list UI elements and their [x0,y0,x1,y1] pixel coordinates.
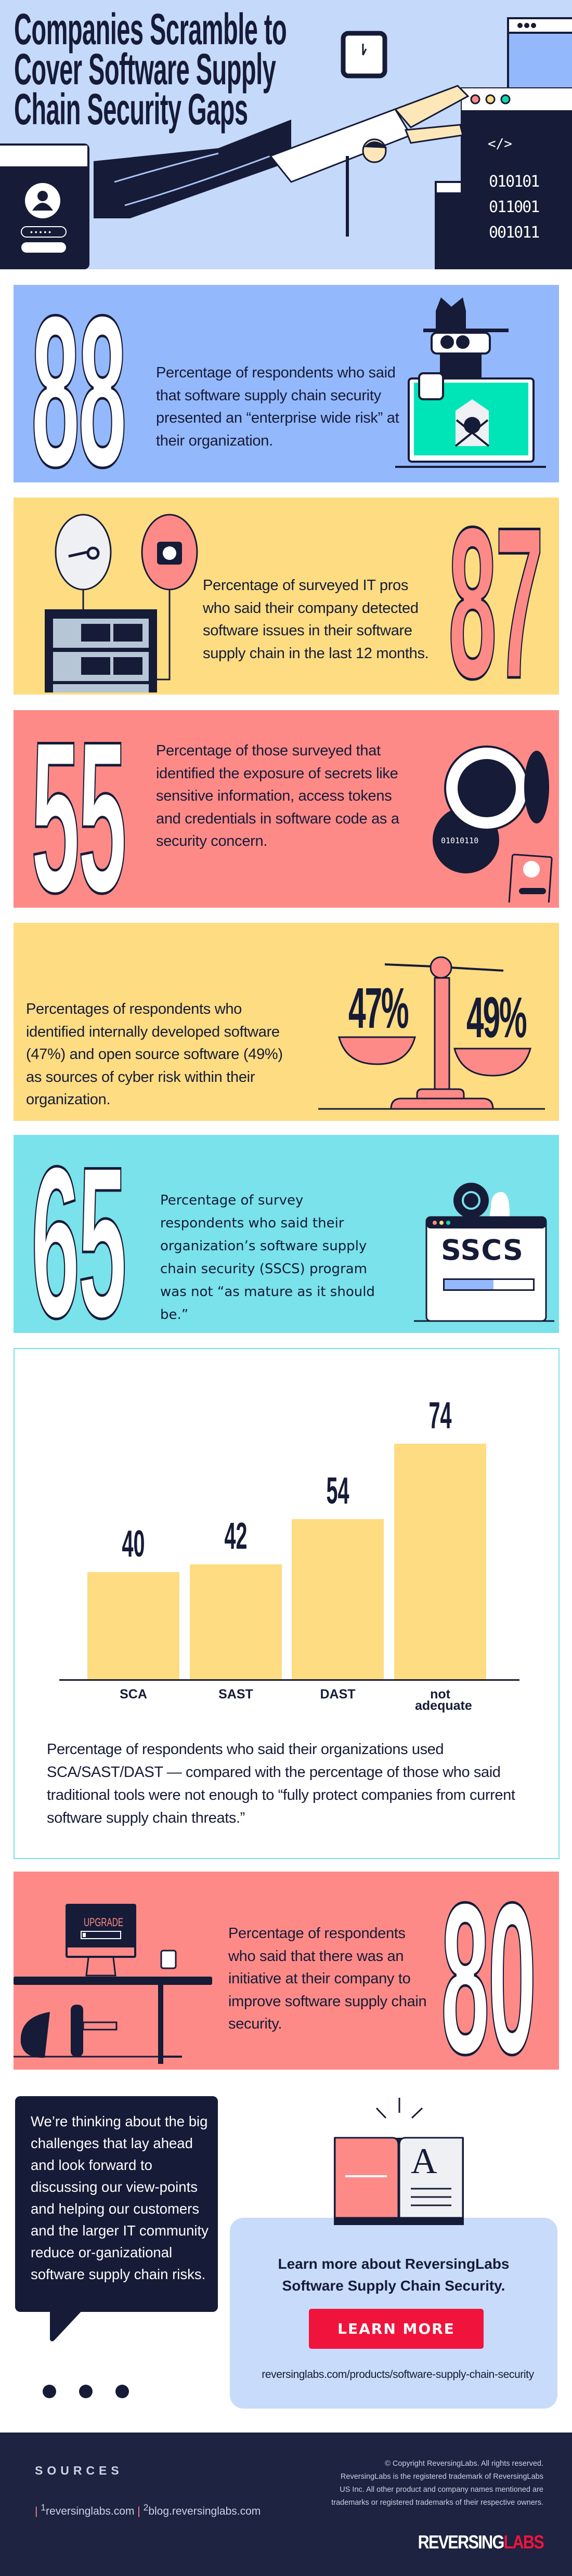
stat-description: Percentage of respondents who said that … [156,364,399,449]
source-link-2[interactable]: blog.reversinglabs.com [148,2505,261,2517]
stat-number: 80 [440,1872,537,2070]
tools-chart-panel: 40 SCA 42 SAST 54 DAST 74 not adequate Percenta… [14,1348,560,1859]
product-link[interactable]: reversinglabs.com/products/software-supp… [262,2369,534,2381]
copyright-notice: © Copyright ReversingLabs. All rights re… [270,2457,543,2509]
ellipsis-icon [43,2385,141,2398]
stat-panel-65: 65 Percentage of survey respondents who … [14,1135,559,1333]
sscs-browser-illustration: SSCS [414,1156,559,1327]
bar-category-label: SAST [218,1687,253,1702]
stat-panel-80: UPGRADE Percentage of respondents who sa… [14,1872,559,2070]
binary-line: 010101 [489,173,540,191]
quote-text: We’re thinking about the big challenges … [31,2113,209,2282]
copyright-line: trademarks or registered trademarks of t… [331,2499,543,2507]
back-window-icon [507,17,572,92]
stat-description: Percentage of surveyed IT pros who said … [203,577,429,662]
speech-bubble-tail [50,2308,84,2342]
hero-banner: • • • • • Companies Scramble to Cover So… [0,0,572,269]
stat-description: Percentage of survey respondents who sai… [160,1193,375,1323]
bar-chart: 40 SCA 42 SAST 54 DAST 74 not adequate [15,1349,558,1713]
svg-text:• • • • •: • • • • • [30,228,51,236]
bar-value-label: 54 [326,1470,349,1512]
copyright-line: US Inc. All other product and company na… [340,2486,543,2494]
page-title-line-2: Cover Software Supply [14,45,276,94]
binary-line: 001011 [489,224,540,242]
binary-code: 010101 011001 001011 [489,169,540,245]
source-number: 2 [143,2502,149,2513]
cta-heading: Learn more about ReversingLabs Software … [230,2253,557,2297]
vault-hacker-icon: 01010110 [433,746,553,903]
bar-category-label: not adequate [415,1687,472,1713]
stat-panel-55: 55 Percentage of those surveyed that ide… [14,710,559,908]
learn-more-card: Learn more about ReversingLabs Software … [230,2218,557,2409]
open-book-icon: A [334,2098,464,2225]
bar-1 [190,1564,282,1679]
login-panel-icon: • • • • • [0,143,89,269]
source-link-1[interactable]: reversinglabs.com [46,2505,135,2517]
source-number: 1 [41,2502,46,2513]
stat-panel-cyber-risk: Percentages of respondents who identifie… [14,923,559,1121]
bar-category-label: SCA [120,1687,147,1702]
stat-description: Percentage of those surveyed that identi… [156,742,399,849]
quote-bubble: We’re thinking about the big challenges … [15,2096,218,2312]
internal-software-percent: 47% [348,976,409,1040]
snail-icon [414,1183,554,1322]
footer: SOURCES | 1reversinglabs.com | 2blog.rev… [0,2433,572,2576]
stat-panel-87: Percentage of surveyed IT pros who said … [14,498,559,695]
bar-category-label: DAST [320,1687,356,1702]
hero-illustration: • • • • • [0,17,572,269]
server-rack-icon [45,514,198,692]
copyright-line: ReversingLabs is the registered trademar… [340,2473,543,2481]
maturity-progress-bar [443,1278,535,1291]
vault-code: 01010110 [441,836,478,845]
page-title-line-1: Companies Scramble to [14,5,287,54]
stat-description: Percentage of respondents who said that … [228,1925,427,2032]
upgrade-progress-bar [81,1931,121,1939]
bar-3 [394,1443,486,1679]
binary-line: 011001 [489,198,540,216]
id-card-icon [508,854,553,903]
bar-2 [292,1519,384,1679]
mug-icon [160,1950,177,1969]
stretching-person-illustration [94,85,470,237]
chart-baseline [59,1679,519,1681]
svg-text:A: A [411,2141,437,2181]
copyright-line: © Copyright ReversingLabs. All rights re… [385,2460,543,2468]
hacker-laptop-icon [395,297,546,468]
bar-value-label: 74 [428,1394,452,1436]
bar-0 [87,1572,179,1679]
code-window-icon [461,87,572,269]
cta-heading-line: Software Supply Chain Security. [282,2278,505,2294]
cta-heading-line: Learn more about ReversingLabs [278,2256,510,2272]
learn-more-button[interactable]: LEARN MORE [309,2309,484,2349]
bar-value-label: 42 [224,1515,248,1558]
fallen-chair-icon [20,2012,50,2058]
clock-icon [341,31,387,79]
sources-heading: SOURCES [35,2464,123,2477]
desk-computer-illustration [14,1904,212,2064]
sscs-badge: SSCS [441,1234,524,1266]
stat-number: 65 [31,1135,127,1333]
page-title-line-3: Chain Security Gaps [14,85,248,134]
reversinglabs-logo: REVERSINGLABS [418,2531,544,2553]
balance-scale-icon [318,956,545,1110]
open-source-percent: 49% [466,986,527,1050]
code-tag: </> [488,136,512,152]
stat-number: 55 [31,710,127,908]
upgrade-label: UPGRADE [84,1916,124,1929]
maturity-progress-fill [445,1280,493,1289]
chart-caption: Percentage of respondents who said their… [47,1741,515,1826]
stat-number: 88 [31,285,127,482]
stat-panel-88: 88 Percentage of respondents who said th… [14,285,559,482]
bar-value-label: 40 [122,1523,145,1565]
stat-number: 87 [448,498,544,695]
stat-description: Percentages of respondents who identifie… [26,1001,283,1108]
sources-list: | 1reversinglabs.com | 2blog.reversingla… [35,2502,261,2517]
